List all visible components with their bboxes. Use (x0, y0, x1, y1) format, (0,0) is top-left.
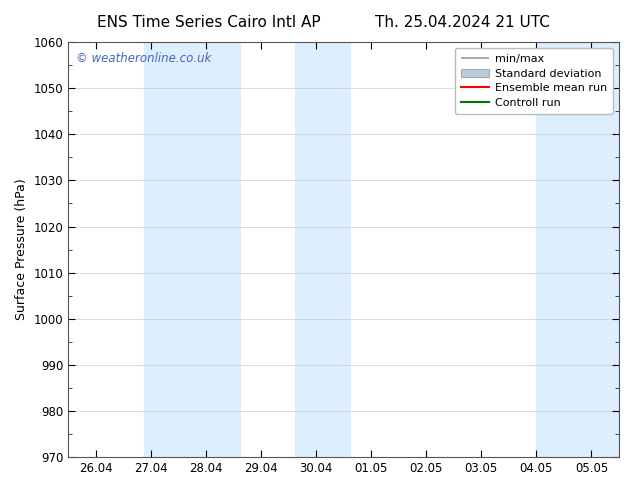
Y-axis label: Surface Pressure (hPa): Surface Pressure (hPa) (15, 179, 28, 320)
Bar (536, 42, 619, 457)
Text: © weatheronline.co.uk: © weatheronline.co.uk (77, 52, 212, 66)
Legend: min/max, Standard deviation, Ensemble mean run, Controll run: min/max, Standard deviation, Ensemble me… (455, 48, 614, 114)
Text: ENS Time Series Cairo Intl AP: ENS Time Series Cairo Intl AP (98, 15, 321, 30)
Bar (144, 42, 240, 457)
Bar (295, 42, 351, 457)
Text: Th. 25.04.2024 21 UTC: Th. 25.04.2024 21 UTC (375, 15, 550, 30)
